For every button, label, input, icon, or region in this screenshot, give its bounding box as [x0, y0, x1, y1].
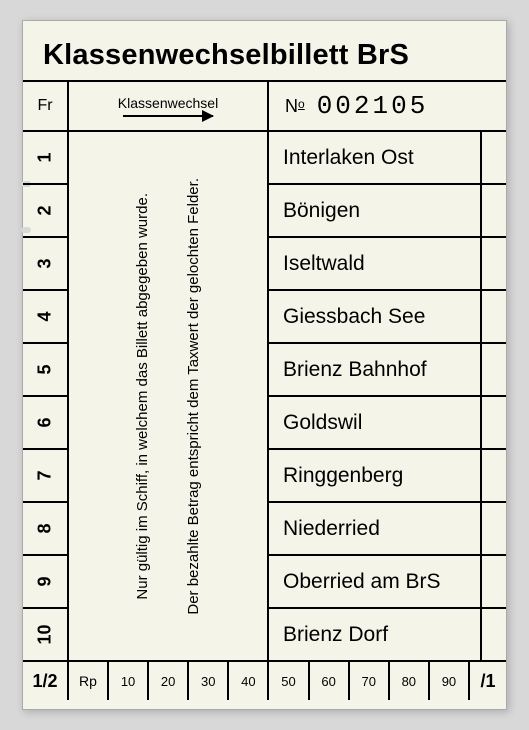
check-cell [482, 289, 506, 342]
one-label: /1 [470, 662, 506, 700]
rp-value: 50 [269, 662, 309, 700]
row-number: 2 [23, 183, 67, 236]
note-validity: Nur gültig im Schiff, in welchem das Bil… [132, 193, 153, 600]
rp-value: 60 [310, 662, 350, 700]
footer-row: 1/2 Rp 10 20 30 40 50 60 70 80 90 /1 [23, 660, 506, 700]
rp-value: 80 [390, 662, 430, 700]
check-cell [482, 236, 506, 289]
check-cell [482, 183, 506, 236]
station-row: Goldswil [269, 395, 482, 448]
rp-value: 90 [430, 662, 470, 700]
klassenwechsel-col: Klassenwechsel [69, 82, 269, 130]
main-grid: 1 2 3 4 5 6 7 8 9 10 Nur gültig im Schif… [23, 130, 506, 660]
station-row: Niederried [269, 501, 482, 554]
rp-value: 70 [350, 662, 390, 700]
rp-value: 10 [109, 662, 149, 700]
check-cell [482, 130, 506, 183]
station-row: Bönigen [269, 183, 482, 236]
station-row: Ringgenberg [269, 448, 482, 501]
row-number: 1 [23, 130, 67, 183]
serial-prefix: No [285, 96, 305, 117]
note-taxvalue: Der bezahlte Betrag entspricht dem Taxwe… [183, 178, 204, 615]
title-row: Klassenwechselbillett BrS [23, 21, 506, 80]
rp-label: Rp [69, 662, 109, 700]
row-number: 9 [23, 554, 67, 607]
check-column [482, 130, 506, 660]
station-row: Interlaken Ost [269, 130, 482, 183]
rp-value: 20 [149, 662, 189, 700]
notes-column: Nur gültig im Schiff, in welchem das Bil… [69, 130, 269, 660]
serial-number: 002105 [317, 91, 429, 121]
station-row: Brienz Bahnhof [269, 342, 482, 395]
header-row: Fr Klassenwechsel No 002105 [23, 82, 506, 130]
row-number: 3 [23, 236, 67, 289]
fr-label: Fr [23, 82, 69, 130]
check-cell [482, 607, 506, 660]
rp-value: 40 [229, 662, 269, 700]
station-row: Oberried am BrS [269, 554, 482, 607]
klassenwechsel-label: Klassenwechsel [118, 95, 218, 111]
station-row: Iseltwald [269, 236, 482, 289]
ticket-title: Klassenwechselbillett BrS [43, 39, 486, 72]
check-cell [482, 448, 506, 501]
row-number: 6 [23, 395, 67, 448]
check-cell [482, 501, 506, 554]
row-number: 4 [23, 289, 67, 342]
ticket: Klassenwechselbillett BrS Fr Klassenwech… [22, 20, 507, 710]
row-number: 10 [23, 607, 67, 660]
row-number: 7 [23, 448, 67, 501]
row-number: 5 [23, 342, 67, 395]
station-row: Brienz Dorf [269, 607, 482, 660]
rp-value: 30 [189, 662, 229, 700]
half-label: 1/2 [23, 662, 69, 700]
station-row: Giessbach See [269, 289, 482, 342]
row-number: 8 [23, 501, 67, 554]
check-cell [482, 342, 506, 395]
arrow-icon [123, 115, 213, 117]
check-cell [482, 395, 506, 448]
number-column: 1 2 3 4 5 6 7 8 9 10 [23, 130, 69, 660]
serial-col: No 002105 [269, 82, 506, 130]
stations-column: Interlaken Ost Bönigen Iseltwald Giessba… [269, 130, 482, 660]
check-cell [482, 554, 506, 607]
